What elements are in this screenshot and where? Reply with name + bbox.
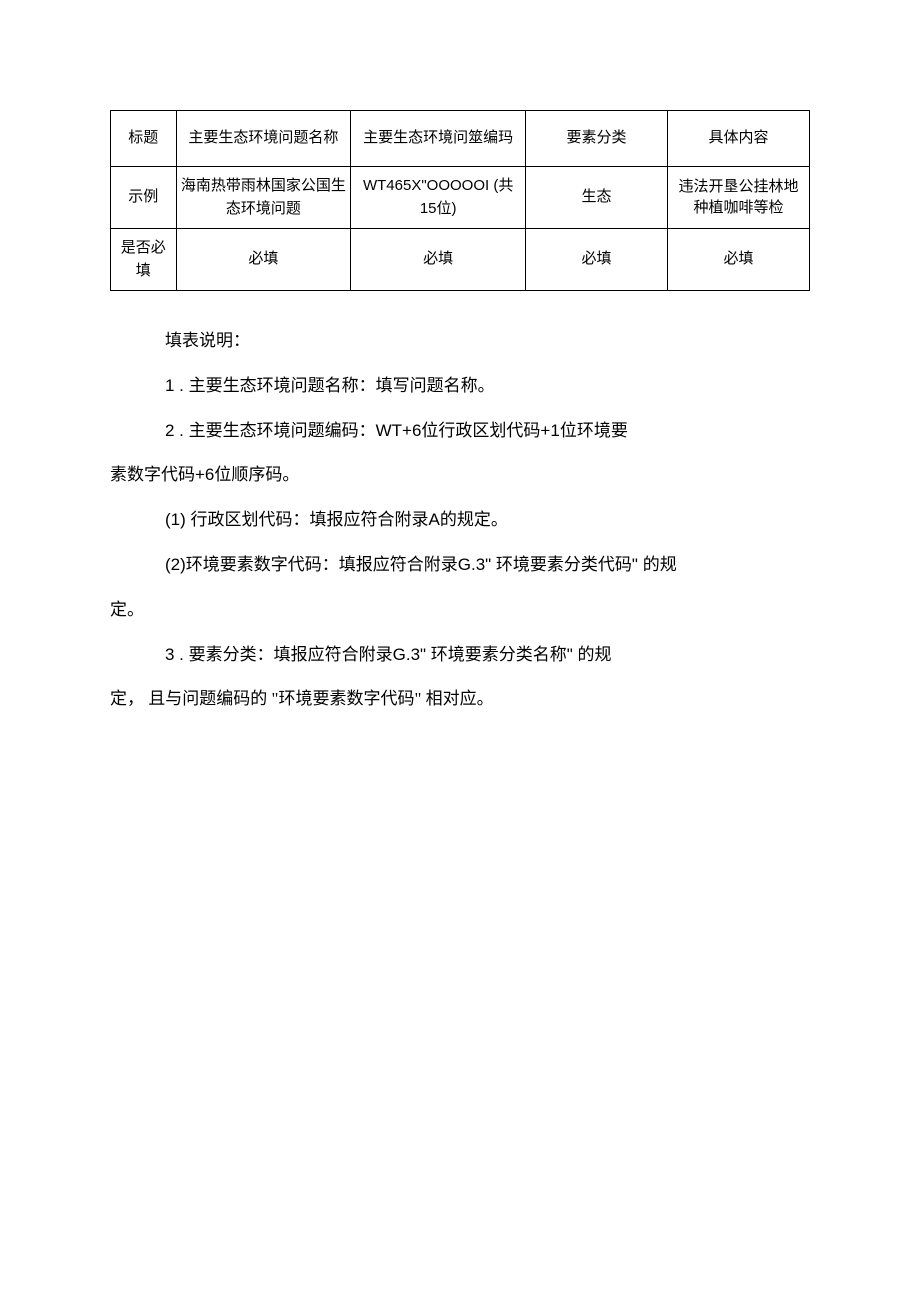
table-required-row: 是否必填 必填 必填 必填 必填	[111, 229, 810, 291]
instruction-item-4-cont: 定。	[110, 590, 810, 631]
example-code-text: WT465X"OOOOOI (共15位)	[363, 177, 513, 217]
instruction-item-4: (2)环境要素数字代码：填报应符合附录G.3" 环境要素分类代码" 的规	[165, 545, 810, 586]
instruction-2b-text: 素数字代码+6位顺序码。	[110, 465, 299, 484]
instruction-item-2: 2 . 主要生态环境问题编码：WT+6位行政区划代码+1位环境要	[165, 411, 810, 452]
header-cell-title: 标题	[111, 111, 177, 167]
instruction-item-5: 3 . 要素分类：填报应符合附录G.3" 环境要素分类名称" 的规	[165, 635, 810, 676]
header-cell-name: 主要生态环境问题名称	[176, 111, 351, 167]
instruction-5-text: 3 . 要素分类：填报应符合附录G.3" 环境要素分类名称" 的规	[165, 645, 612, 664]
instructions-section: 填表说明： 1 . 主要生态环境问题名称：填写问题名称。 2 . 主要生态环境问…	[110, 321, 810, 720]
instruction-2-text: 2 . 主要生态环境问题编码：WT+6位行政区划代码+1位环境要	[165, 421, 628, 440]
instruction-item-3: (1) 行政区划代码：填报应符合附录A的规定。	[165, 500, 810, 541]
required-cell-2: 必填	[351, 229, 526, 291]
required-cell-3: 必填	[526, 229, 668, 291]
table-example-row: 示例 海南热带雨林国家公国生态环境问题 WT465X"OOOOOI (共15位)…	[111, 167, 810, 229]
instructions-heading: 填表说明：	[165, 321, 810, 362]
instruction-item-2-cont: 素数字代码+6位顺序码。	[110, 455, 810, 496]
example-cell-content: 违法开垦公挂林地种植咖啡等检	[668, 167, 810, 229]
required-cell-4: 必填	[668, 229, 810, 291]
instruction-1-text: 1 . 主要生态环境问题名称：填写问题名称。	[165, 376, 495, 395]
header-cell-code: 主要生态环境问筮编玛	[351, 111, 526, 167]
header-cell-content: 具体内容	[668, 111, 810, 167]
instruction-item-5-cont: 定， 且与问题编码的 "环境要素数字代码" 相对应。	[110, 679, 810, 720]
required-cell-1: 必填	[176, 229, 351, 291]
header-cell-category: 要素分类	[526, 111, 668, 167]
example-content-text: 违法开垦公挂林地种植咖啡等检	[672, 177, 805, 219]
example-label: 示例	[111, 167, 177, 229]
example-cell-code: WT465X"OOOOOI (共15位)	[351, 167, 526, 229]
instruction-item-1: 1 . 主要生态环境问题名称：填写问题名称。	[165, 366, 810, 407]
instruction-4-text: (2)环境要素数字代码：填报应符合附录G.3" 环境要素分类代码" 的规	[165, 555, 677, 574]
example-cell-name: 海南热带雨林国家公国生态环境问题	[176, 167, 351, 229]
spec-table: 标题 主要生态环境问题名称 主要生态环境问筮编玛 要素分类 具体内容 示例 海南…	[110, 110, 810, 291]
table-header-row: 标题 主要生态环境问题名称 主要生态环境问筮编玛 要素分类 具体内容	[111, 111, 810, 167]
instruction-3-text: (1) 行政区划代码：填报应符合附录A的规定。	[165, 510, 508, 529]
example-cell-category: 生态	[526, 167, 668, 229]
required-label: 是否必填	[111, 229, 177, 291]
